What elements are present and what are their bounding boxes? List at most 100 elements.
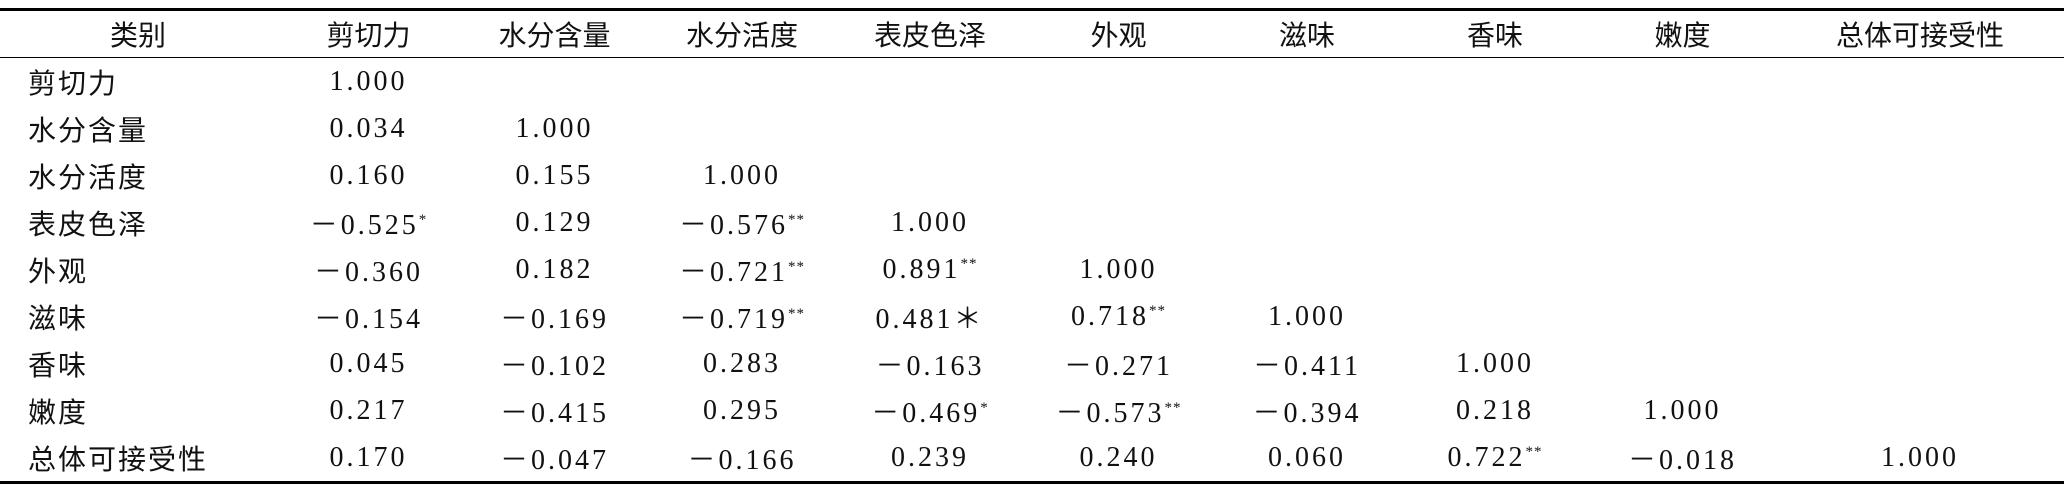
header-row: 类别 剪切力 水分含量 水分活度 表皮色泽 外观 滋味 香味 嫩度 总体可接受性: [0, 9, 2064, 58]
cell: [1401, 199, 1589, 246]
cell: [1589, 246, 1776, 293]
cell: 1.000: [891, 206, 969, 238]
cell: －0.047: [499, 444, 609, 476]
table-row: 香味 0.045 －0.102 0.283 －0.163 －0.271 －0.411 1.00…: [0, 340, 2064, 387]
cell: 0.160: [329, 159, 408, 191]
cell: [1213, 246, 1401, 293]
row-label: 水分活度: [28, 162, 149, 194]
cell: －0.102: [499, 350, 609, 382]
cell: 0.891**: [836, 246, 1024, 293]
cell: 0.295: [703, 394, 781, 426]
table-row: 水分含量 0.034 1.000: [0, 105, 2064, 152]
row-label: 滋味: [28, 303, 89, 335]
row-label: 嫩度: [28, 397, 89, 429]
cell: 0.170: [329, 441, 408, 473]
cell: 0.481＊: [875, 303, 985, 335]
header-cell: 表皮色泽: [873, 21, 986, 52]
table-row: 外观 －0.360 0.182 －0.721** 0.891** 1.000: [0, 246, 2064, 293]
cell: －0.415: [499, 397, 609, 429]
table-body: 剪切力 1.000 水分含量 0.034 1.000 水分活度 0.160 0.155 1.00…: [0, 58, 2064, 483]
cell: －0.360: [313, 256, 423, 288]
row-label: 香味: [28, 350, 89, 382]
cell: 1.000: [703, 159, 781, 191]
cell: [1776, 387, 2064, 434]
cell: [1589, 293, 1776, 340]
cell: －0.394: [1252, 397, 1362, 429]
header-cell: 嫩度: [1654, 21, 1711, 52]
cell-value: －0.525: [309, 209, 419, 241]
cell: [1776, 293, 2064, 340]
significance-mark: **: [1149, 302, 1166, 319]
cell: [1776, 58, 2064, 106]
cell: [1024, 105, 1213, 152]
cell: 1.000: [1456, 347, 1534, 379]
cell: [1589, 340, 1776, 387]
cell: 0.155: [515, 159, 594, 191]
cell: [1401, 246, 1589, 293]
cell: －0.169: [499, 303, 609, 335]
significance-mark: *: [418, 211, 428, 228]
cell: 0.218: [1456, 394, 1534, 426]
cell: －0.525*: [276, 199, 461, 246]
cell: [1589, 152, 1776, 199]
row-label: 剪切力: [28, 68, 119, 100]
header-cell: 类别: [109, 21, 166, 52]
cell: [1401, 293, 1589, 340]
cell: 0.129: [515, 206, 594, 238]
row-label: 外观: [28, 256, 89, 288]
cell-value: －0.719: [678, 303, 788, 335]
significance-mark: **: [960, 255, 978, 272]
header-cell: 外观: [1090, 21, 1147, 52]
cell: 0.718**: [1024, 293, 1213, 340]
cell: －0.163: [875, 350, 985, 382]
cell: 1.000: [1079, 253, 1158, 285]
cell-value: －0.573: [1055, 397, 1165, 429]
table-row: 滋味 －0.154 －0.169 －0.719** 0.481＊ 0.718** 1.000: [0, 293, 2064, 340]
cell: [1589, 58, 1776, 106]
cell-value: －0.721: [678, 256, 788, 288]
cell: －0.719**: [648, 293, 836, 340]
cell: [1401, 105, 1589, 152]
page: 类别 剪切力 水分含量 水分活度 表皮色泽 外观 滋味 香味 嫩度 总体可接受性 剪切力 1.000…: [0, 8, 2064, 504]
cell: 0.060: [1268, 441, 1346, 473]
cell: [1776, 340, 2064, 387]
cell: [648, 105, 836, 152]
cell: 0.182: [515, 253, 594, 285]
table-row: 水分活度 0.160 0.155 1.000: [0, 152, 2064, 199]
cell: 1.000: [329, 65, 408, 97]
cell-value: －0.576: [678, 209, 788, 241]
cell: [1589, 105, 1776, 152]
cell: [1776, 199, 2064, 246]
cell: [648, 58, 836, 106]
header-cell: 香味: [1466, 21, 1523, 52]
header-cell: 水分活度: [685, 21, 798, 52]
header-cell: 水分含量: [498, 21, 611, 52]
cell-value: 0.722: [1447, 441, 1526, 473]
table-header: 类别 剪切力 水分含量 水分活度 表皮色泽 外观 滋味 香味 嫩度 总体可接受性: [0, 9, 2064, 58]
header-cell: 滋味: [1278, 21, 1335, 52]
cell: [836, 105, 1024, 152]
table-row: 剪切力 1.000: [0, 58, 2064, 106]
cell: [1213, 199, 1401, 246]
cell: 1.000: [1268, 300, 1346, 332]
cell-value: －0.469: [871, 397, 981, 429]
cell: －0.576**: [648, 199, 836, 246]
cell: －0.166: [687, 444, 797, 476]
cell: 0.283: [703, 347, 781, 379]
cell: [836, 58, 1024, 106]
row-label: 表皮色泽: [28, 209, 149, 241]
cell: 0.045: [329, 347, 408, 379]
cell: －0.721**: [648, 246, 836, 293]
cell: －0.154: [313, 303, 423, 335]
cell: －0.271: [1063, 350, 1173, 382]
cell: 0.034: [329, 112, 408, 144]
cell: [1401, 58, 1589, 106]
significance-mark: **: [788, 305, 805, 322]
table-row: 总体可接受性 0.170 －0.047 －0.166 0.239 0.240 0.060 0.…: [0, 434, 2064, 483]
row-label: 水分含量: [28, 115, 149, 147]
cell: [836, 152, 1024, 199]
significance-mark: *: [980, 399, 989, 416]
cell: 0.722**: [1401, 434, 1589, 483]
cell: －0.411: [1253, 350, 1361, 382]
row-label: 总体可接受性: [28, 444, 209, 476]
